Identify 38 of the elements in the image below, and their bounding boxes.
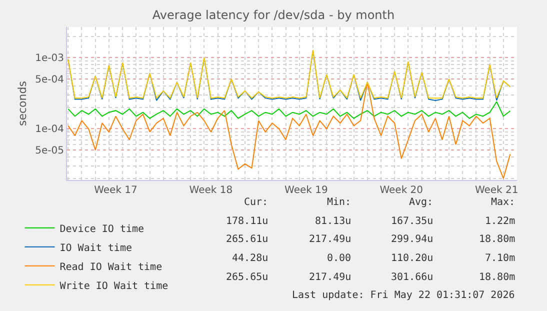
x-tick-label: Week 20	[380, 185, 424, 196]
chart-title: Average latency for /dev/sda - by month	[152, 8, 395, 22]
text: 178.11u	[226, 216, 268, 227]
text: 299.94u	[391, 234, 434, 245]
text: Min:	[327, 197, 352, 208]
text: 301.66u	[391, 272, 434, 283]
text: 18.80m	[479, 234, 516, 245]
y-axis-title: seconds	[16, 80, 29, 126]
y-tick-label: 1e-03	[35, 53, 64, 64]
x-tick-label: Week 21	[474, 185, 518, 196]
text: 110.20u	[391, 253, 434, 264]
text: 7.10m	[485, 253, 516, 264]
text: Last update: Fri May 22 01:31:07 2026	[292, 290, 515, 301]
text: 265.61u	[226, 234, 268, 245]
text: 217.49u	[309, 272, 352, 283]
x-tick-label: Week 17	[94, 185, 138, 196]
x-tick-label: Week 18	[189, 185, 233, 196]
y-tick-label: 1e-04	[35, 124, 64, 136]
legend-label: Write IO Wait time	[60, 280, 168, 292]
text: Max:	[491, 197, 516, 208]
text: Cur:	[244, 197, 268, 208]
legend-label: Device IO time	[60, 224, 144, 235]
text: 18.80m	[479, 272, 516, 283]
text: 44.28u	[232, 253, 268, 264]
line-series	[68, 101, 511, 119]
text: 81.13u	[315, 216, 352, 227]
text: 0.00	[327, 253, 352, 264]
text: 217.49u	[309, 234, 352, 245]
text: 167.35u	[391, 216, 434, 227]
y-tick-label: 5e-05	[35, 146, 64, 157]
legend-label: IO Wait time	[60, 242, 132, 254]
text: Avg:	[409, 197, 434, 208]
y-tick-label: 5e-04	[35, 74, 64, 86]
line-series	[68, 82, 511, 179]
text: 1.22m	[485, 216, 516, 227]
legend-label: Read IO Wait time	[60, 262, 162, 273]
x-tick-label: Week 19	[284, 185, 328, 196]
text: 265.65u	[226, 272, 268, 283]
